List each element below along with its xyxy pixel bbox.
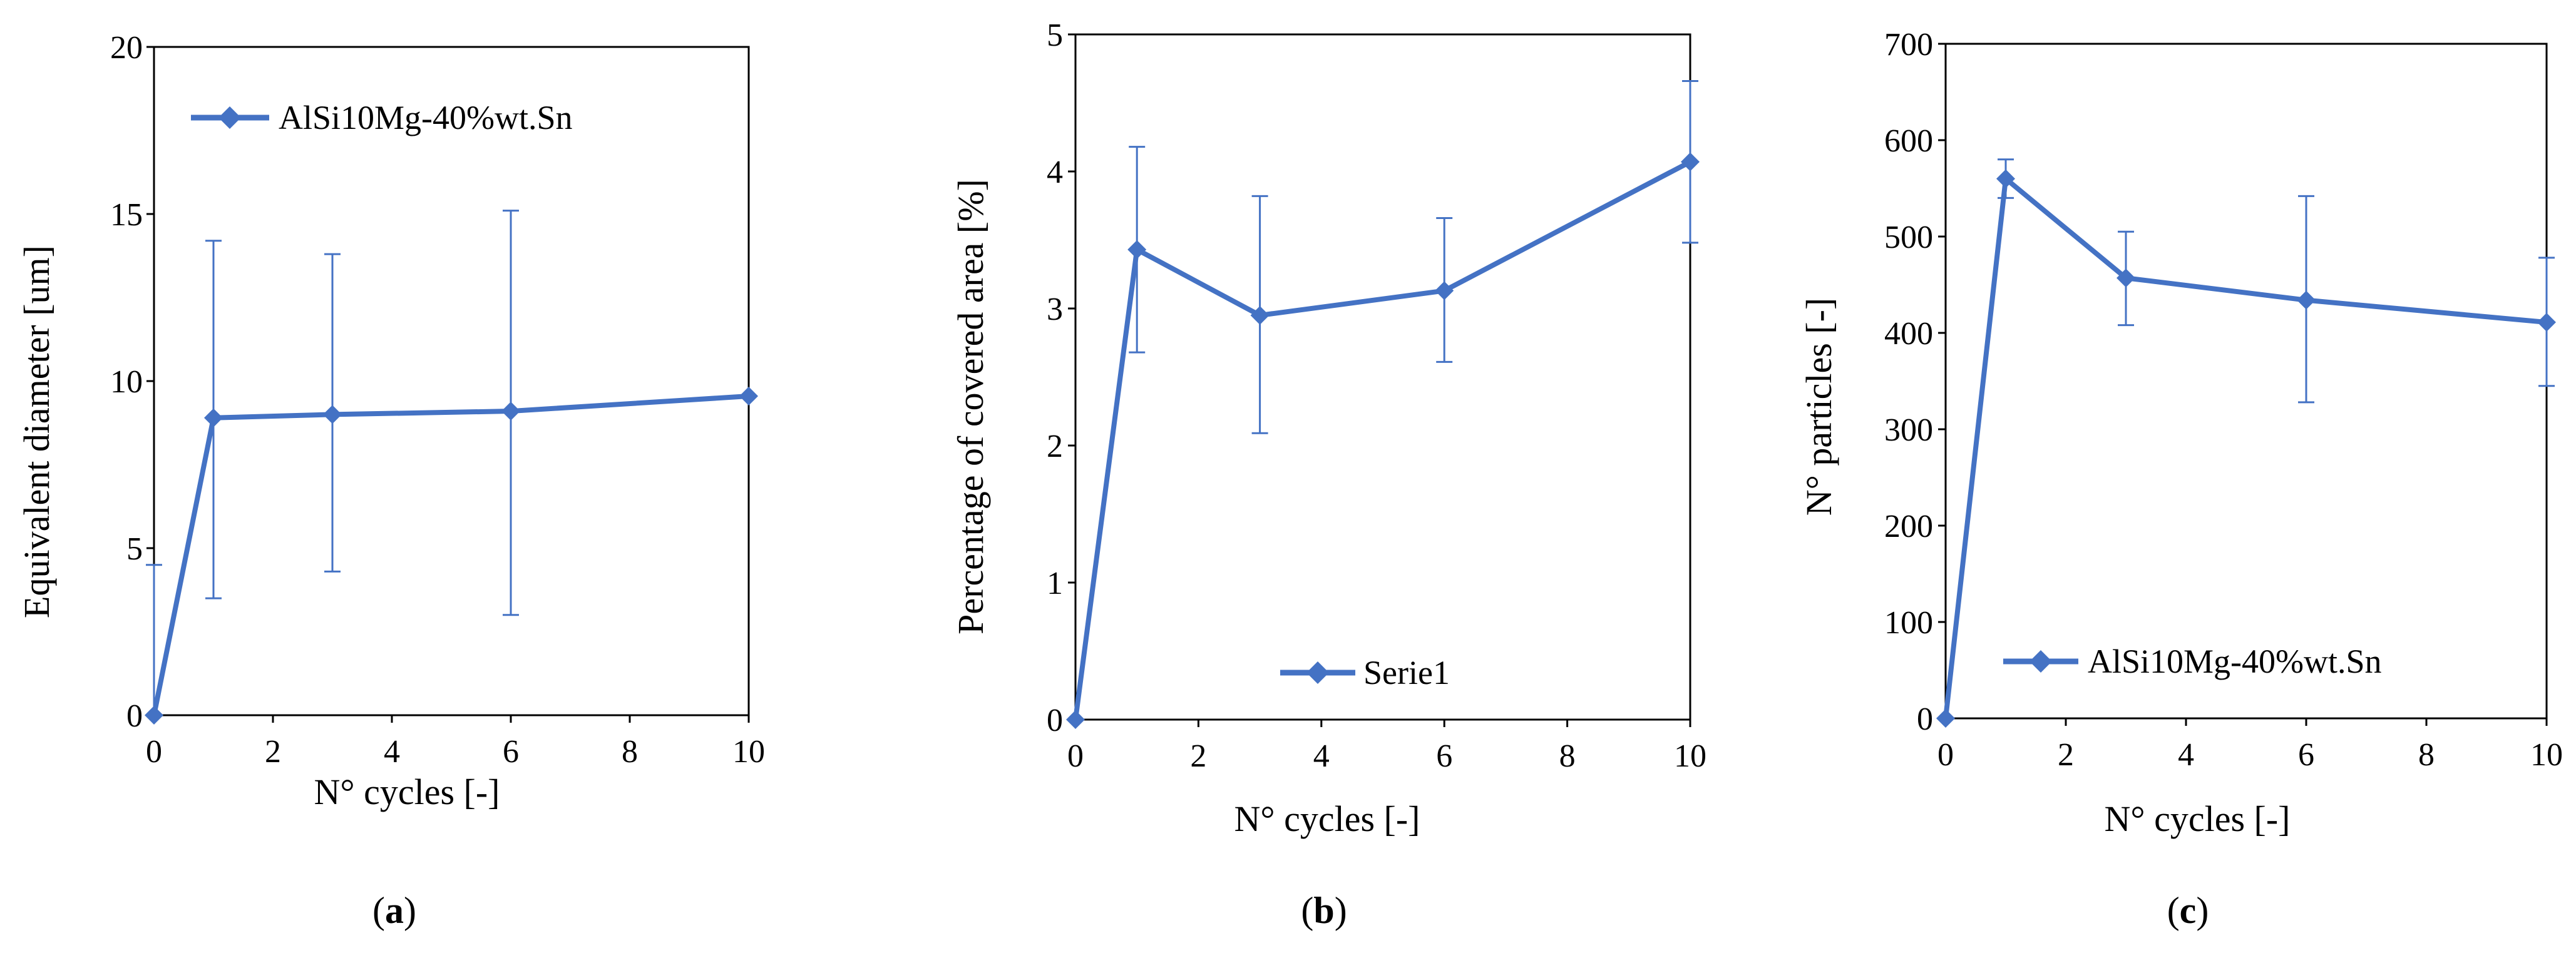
- chart-b-y-tick-label: 1: [1047, 566, 1063, 601]
- chart-c-x-axis-label: N° cycles [-]: [2105, 798, 2291, 839]
- chart-b-marks: 0 1 2 3 4 5 0 2 4 6 8 10: [1047, 18, 1706, 774]
- chart-a-marks: 0 5 10 15 20 0 2 4 6 8 10: [110, 30, 765, 770]
- chart-c-legend-label: AlSi10Mg-40%wt.Sn: [2088, 643, 2382, 680]
- chart-b-y-axis-label: Percentage of covered area [%]: [950, 179, 991, 634]
- chart-c-y-tick-label: 500: [1884, 220, 1933, 255]
- chart-b-y-tick-label: 0: [1047, 703, 1063, 738]
- chart-c-particles: 0 100 200 300 400 500 600 700 0 2 4 6 8 10 N° cycles …: [1799, 27, 2563, 931]
- chart-b-y-tick-label: 2: [1047, 429, 1063, 464]
- chart-b-data-point: [1250, 305, 1270, 325]
- chart-c-marks: 0 100 200 300 400 500 600 700 0 2 4 6 8 10: [1884, 27, 2563, 773]
- chart-a-legend-marker-icon: [218, 106, 241, 129]
- chart-a-x-tick-label: 6: [503, 734, 519, 770]
- chart-a-data-point: [323, 405, 342, 424]
- chart-b-y-tick-label: 4: [1047, 155, 1063, 190]
- chart-a-x-tick-label: 8: [622, 734, 638, 770]
- chart-b-data-point: [1066, 710, 1085, 729]
- chart-a-legend-label: AlSi10Mg-40%wt.Sn: [279, 99, 573, 136]
- chart-a-x-tick-label: 4: [384, 734, 400, 770]
- chart-b-data-point: [1127, 240, 1147, 259]
- chart-a-data-point: [739, 387, 758, 406]
- chart-c-legend: AlSi10Mg-40%wt.Sn: [2003, 643, 2382, 680]
- chart-c-legend-marker-icon: [2029, 650, 2052, 673]
- chart-b-legend: Serie1: [1280, 654, 1450, 691]
- chart-a-equivalent-diameter: 0 5 10 15 20 0 2 4 6 8 10 N° cycles [-] Equivalent…: [16, 30, 765, 931]
- chart-c-data-point: [2117, 268, 2135, 288]
- chart-a-y-tick-label: 10: [110, 364, 143, 400]
- chart-b-data-point: [1681, 152, 1700, 171]
- chart-a-y-tick-label: 15: [110, 197, 143, 233]
- chart-b-x-tick-label: 2: [1190, 738, 1206, 774]
- chart-c-data-point: [2537, 313, 2556, 332]
- chart-b-y-tick-label: 5: [1047, 18, 1063, 53]
- chart-c-x-tick-label: 0: [1937, 737, 1954, 773]
- chart-c-x-tick-label: 4: [2178, 737, 2194, 773]
- chart-b-data-point: [1435, 281, 1454, 300]
- chart-c-panel-label: (c): [2167, 890, 2209, 931]
- chart-b-x-tick-label: 6: [1436, 738, 1452, 774]
- chart-a-x-tick-label: 0: [146, 734, 162, 770]
- chart-a-y-tick-label: 20: [110, 30, 143, 66]
- chart-c-y-tick-label: 0: [1917, 701, 1933, 737]
- chart-b-x-tick-label: 0: [1067, 738, 1084, 774]
- chart-c-y-tick-label: 600: [1884, 123, 1933, 159]
- chart-b-x-tick-label: 10: [1674, 738, 1706, 774]
- chart-c-x-tick-label: 2: [2058, 737, 2074, 773]
- chart-c-data-point: [1996, 169, 2015, 188]
- chart-c-x-tick-label: 8: [2418, 737, 2435, 773]
- chart-b-x-tick-label: 8: [1559, 738, 1576, 774]
- chart-b-y-tick-label: 3: [1047, 292, 1063, 327]
- chart-b-x-tick-label: 4: [1313, 738, 1330, 774]
- chart-b-covered-area: 0 1 2 3 4 5 0 2 4 6 8 10 N° cycles [-] Percentage o…: [950, 18, 1706, 931]
- chart-a-panel-label: (a): [372, 890, 416, 931]
- chart-c-data-point: [1936, 709, 1955, 728]
- chart-a-data-point: [501, 402, 520, 421]
- chart-b-panel-label: (b): [1301, 890, 1347, 931]
- chart-b-x-axis-label: N° cycles [-]: [1234, 798, 1420, 839]
- chart-c-x-tick-label: 6: [2298, 737, 2314, 773]
- chart-c-x-tick-label: 10: [2530, 737, 2563, 773]
- chart-c-data-point: [2297, 290, 2316, 310]
- chart-b-plot-frame: [1074, 33, 1691, 721]
- chart-c-y-tick-label: 700: [1884, 27, 1933, 63]
- chart-a-data-point: [204, 408, 223, 427]
- chart-c-y-tick-label: 200: [1884, 509, 1933, 544]
- chart-c-y-axis-label: N° particles [-]: [1799, 298, 1839, 516]
- chart-b-legend-marker-icon: [1306, 661, 1329, 684]
- chart-c-y-tick-label: 300: [1884, 412, 1933, 448]
- chart-a-y-axis-label: Equivalent diameter [um]: [16, 245, 57, 618]
- chart-a-y-tick-label: 0: [126, 698, 143, 734]
- chart-a-y-tick-label: 5: [126, 531, 143, 567]
- chart-c-y-tick-label: 100: [1884, 605, 1933, 641]
- chart-c-y-tick-label: 400: [1884, 316, 1933, 352]
- chart-a-data-point: [145, 706, 163, 725]
- chart-a-x-axis-label: N° cycles [-]: [314, 772, 500, 812]
- chart-a-legend: AlSi10Mg-40%wt.Sn: [191, 99, 573, 136]
- chart-a-x-tick-label: 10: [732, 734, 765, 770]
- chart-a-x-tick-label: 2: [265, 734, 281, 770]
- chart-b-legend-label: Serie1: [1363, 654, 1450, 691]
